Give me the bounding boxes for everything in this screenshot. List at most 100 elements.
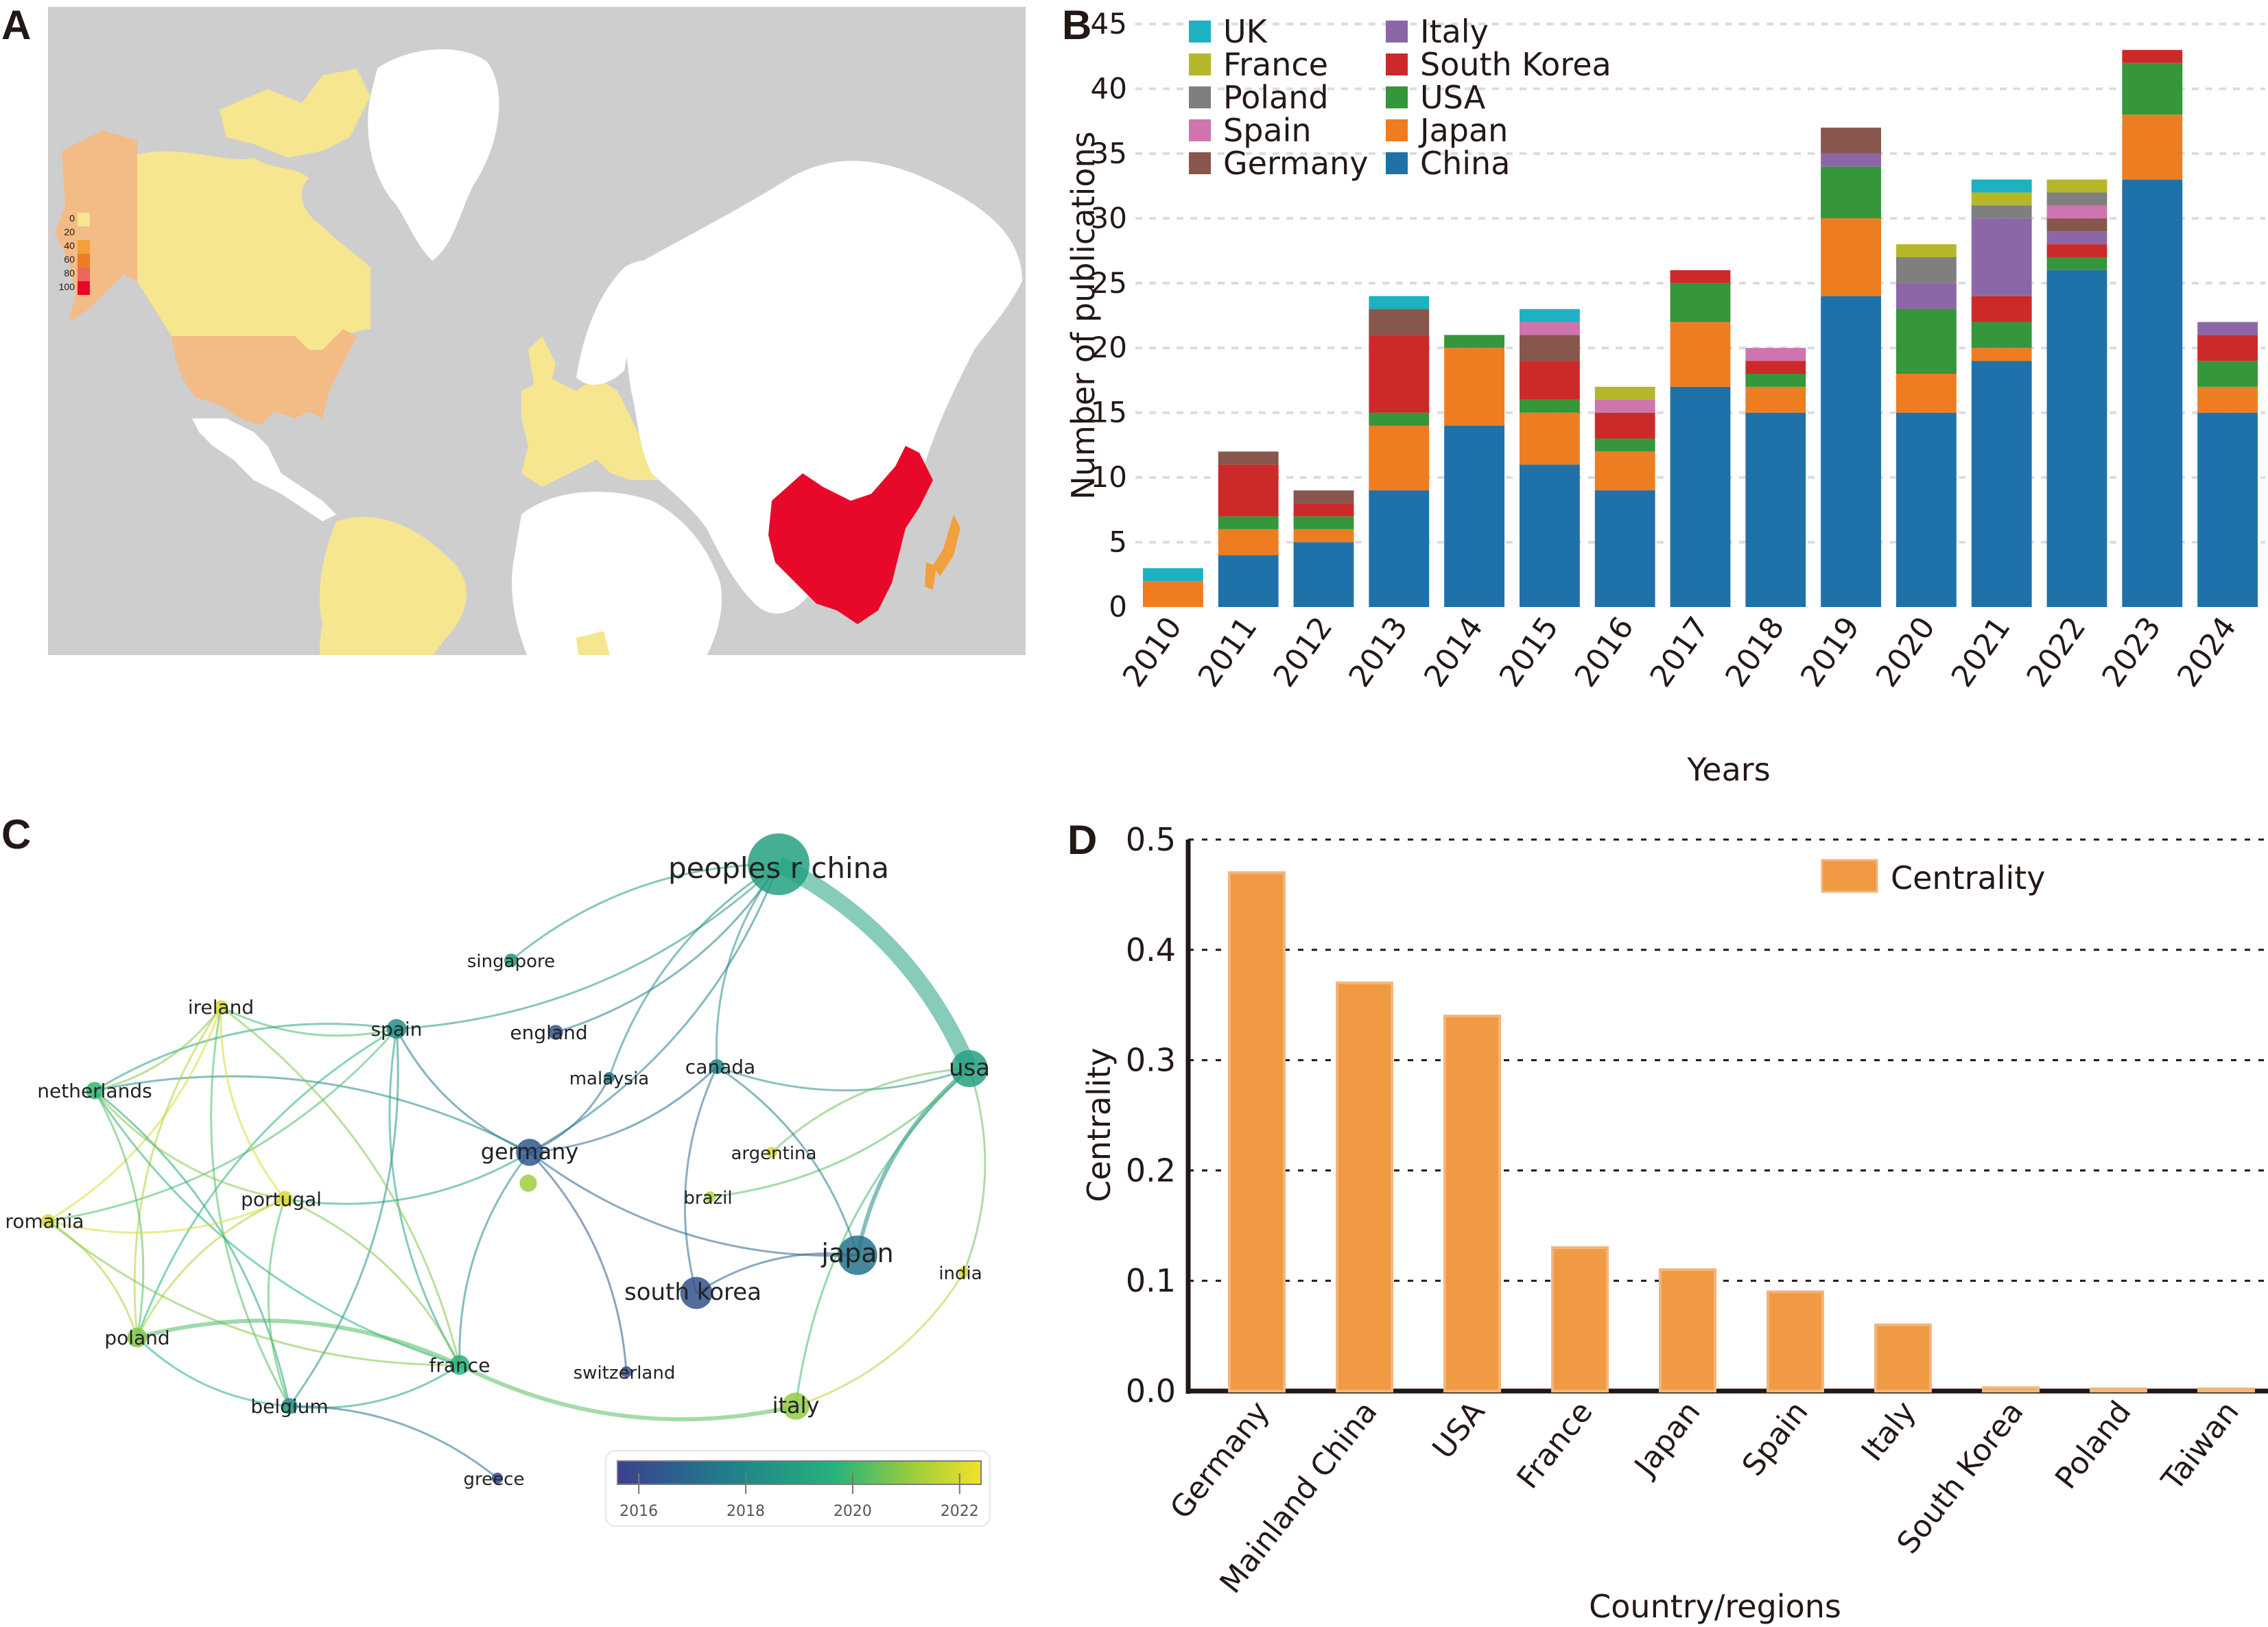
node-japan[interactable]	[838, 1235, 877, 1275]
edge-peoples-r-china-spain	[396, 863, 780, 1030]
edge-portugal-romania	[47, 1198, 285, 1234]
bar-segment-south-korea	[1594, 412, 1655, 439]
x-tick-label: 2016	[1568, 610, 1641, 693]
network-colorbar: 2016 2018 2020 2022	[605, 1450, 991, 1527]
edge-canada-germany	[529, 1065, 718, 1154]
edge-poland-belgium	[136, 1336, 290, 1408]
y-tick-label: 5	[1109, 525, 1127, 559]
legend-label: Spain	[1223, 112, 1312, 149]
edge-netherlands-poland	[93, 1090, 145, 1338]
legend-swatch	[1821, 859, 1878, 893]
x-tick-label: Italy	[1855, 1394, 1923, 1468]
x-tick-label: USA	[1426, 1394, 1491, 1465]
node-unlabeled[interactable]	[519, 1174, 537, 1192]
node-belgium[interactable]	[281, 1398, 298, 1414]
y-axis-title: Number of publications	[1065, 131, 1102, 499]
bar-segment-japan	[1971, 348, 2032, 361]
node-poland[interactable]	[127, 1327, 147, 1348]
x-tick-label: Taiwan	[2155, 1394, 2246, 1497]
legend-item-china: China	[1386, 145, 1510, 182]
bar-segment-china	[2122, 179, 2183, 608]
node-england[interactable]	[548, 1025, 563, 1040]
node-ireland[interactable]	[214, 1000, 228, 1014]
colorbar-tick-label: 2020	[834, 1503, 872, 1520]
node-brazil[interactable]	[704, 1191, 716, 1203]
map-region-usa	[172, 329, 357, 425]
map-region-mexico	[192, 418, 336, 521]
node-netherlands[interactable]	[86, 1082, 104, 1100]
bar-stack-2024	[2197, 322, 2258, 607]
bar-segment-uk	[1519, 309, 1580, 322]
node-india[interactable]	[958, 1266, 970, 1279]
edge-netherlands-portugal	[93, 1090, 285, 1200]
y-tick-label: 20	[1091, 331, 1127, 364]
legend-item-germany: Germany	[1189, 145, 1368, 182]
node-canada[interactable]	[709, 1059, 724, 1074]
node-label-peoples-r-china: peoples r china	[668, 851, 889, 885]
bar-segment-usa	[1369, 412, 1430, 426]
edge-peoples-r-china-singapore	[510, 863, 779, 962]
edge-japan-canada	[716, 1065, 859, 1256]
node-france[interactable]	[449, 1355, 470, 1375]
bar-segment-japan	[1142, 581, 1203, 607]
bar-segment-spain	[1594, 399, 1655, 413]
node-greece[interactable]	[491, 1472, 504, 1484]
node-label-portugal: portugal	[241, 1188, 322, 1211]
node-italy[interactable]	[782, 1392, 810, 1420]
edge-usa-india	[962, 1068, 987, 1273]
bar-segment-south-korea	[1369, 335, 1430, 413]
edge-ireland-france	[220, 1006, 461, 1366]
centrality-chart-panel: 0.0 0.1 0.2 0.3 0.4 0.5 Germany Mainland China U…	[1056, 809, 2268, 1625]
node-romania[interactable]	[41, 1214, 55, 1228]
map-legend-swatch	[78, 240, 90, 254]
legend-item-uk: UK	[1189, 13, 1268, 50]
bar-segment-south-korea	[1971, 296, 2032, 322]
bar-segment-china	[1519, 464, 1580, 607]
map-legend: 0 20 40 60 80 100	[59, 213, 106, 309]
edge-poland-france	[137, 1318, 461, 1367]
node-spain[interactable]	[386, 1019, 407, 1039]
colorbar-tick-label: 2018	[727, 1503, 765, 1520]
node-label-canada: canada	[685, 1056, 755, 1078]
node-peoples-r-china[interactable]	[748, 833, 810, 895]
bar-segment-south-korea	[1293, 503, 1354, 516]
y-tick-label: 10	[1091, 460, 1127, 494]
legend-item-italy: Italy	[1386, 13, 1489, 50]
bar-segment-china	[1670, 386, 1731, 607]
node-singapore[interactable]	[504, 953, 518, 967]
bar-segment-usa	[1444, 335, 1505, 348]
node-label-brazil: brazil	[683, 1188, 732, 1209]
bar-segment-italy	[2197, 322, 2258, 335]
bar-stack-2010	[1142, 568, 1203, 607]
y-axis-title: Centrality	[1080, 1047, 1118, 1202]
collaboration-network-panel: peoples r china usa japan south korea german…	[0, 809, 1043, 1550]
node-switzerland[interactable]	[620, 1366, 633, 1378]
panel-a-label: A	[1, 2, 32, 48]
bar-segment-usa	[1745, 374, 1806, 387]
x-axis-title: Country/regions	[1589, 1588, 1841, 1624]
bar-segment-japan	[1745, 386, 1806, 413]
bar-segment-usa	[1594, 438, 1655, 452]
map-region-asia	[626, 161, 1022, 614]
node-argentina[interactable]	[766, 1146, 778, 1159]
node-portugal[interactable]	[276, 1191, 293, 1207]
edge-ireland-belgium	[210, 1006, 291, 1407]
node-germany[interactable]	[516, 1139, 543, 1166]
bar-segment-japan	[2122, 115, 2183, 180]
bar-japan	[1659, 1268, 1716, 1392]
bar-stack-2018	[1745, 348, 1806, 607]
network-edges	[47, 857, 987, 1480]
edge-spain-netherlands	[94, 1023, 397, 1092]
bar-poland	[2090, 1387, 2147, 1392]
node-usa[interactable]	[951, 1050, 988, 1087]
legend-item-japan: Japan	[1386, 112, 1508, 149]
legend-item-spain: Spain	[1189, 112, 1312, 149]
node-malaysia[interactable]	[603, 1071, 615, 1084]
bar-segment-uk	[1369, 296, 1430, 309]
bar-segment-china	[1444, 425, 1505, 607]
node-south-korea[interactable]	[680, 1276, 713, 1309]
x-tick-label: 2011	[1192, 610, 1264, 693]
bar-segment-japan	[1821, 218, 1882, 296]
bar-segment-poland	[1971, 205, 2032, 219]
